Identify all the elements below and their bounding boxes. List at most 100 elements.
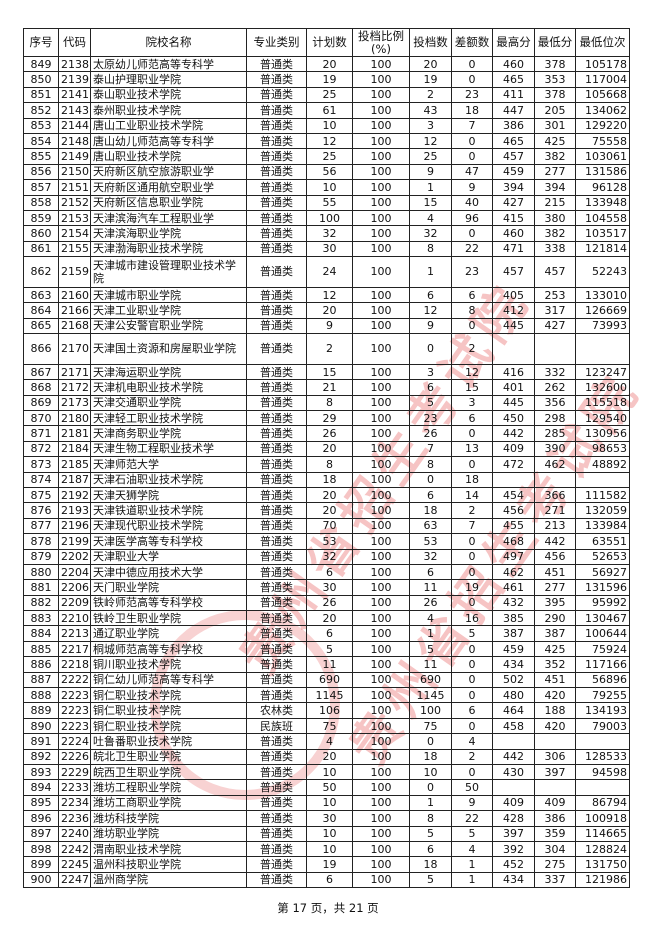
cell-max-score: 460: [492, 225, 535, 242]
table-row: 868 2172 天津机电职业技术学院 普通类 21 100 6 15 401 262 132600: [23, 379, 630, 396]
cell-seq: 878: [23, 533, 59, 550]
cell-min-score: 394: [534, 179, 576, 196]
cell-min-score: 353: [534, 71, 576, 88]
cell-ratio: 100: [352, 640, 410, 658]
cell-admitted-count: 3: [409, 363, 452, 381]
cell-ratio: 100: [352, 333, 410, 365]
cell-school-name: 天津中德应用技术大学: [90, 563, 247, 581]
cell-shortfall: 0: [451, 717, 493, 735]
cell-code: 2233: [58, 779, 91, 796]
cell-school-name: 铁岭卫生职业学院: [90, 610, 247, 627]
table-row: 887 2222 铜仁幼儿师范高等专科学 普通类 690 100 690 0 502 451 568…: [23, 671, 630, 689]
cell-seq: 895: [23, 794, 59, 812]
cell-shortfall: 0: [451, 55, 493, 73]
cell-min-rank: 96128: [575, 179, 630, 196]
cell-plan-count: 6: [306, 563, 353, 581]
cell-ratio: 100: [352, 717, 410, 735]
table-row: 892 2226 皖北卫生职业学院 普通类 20 100 18 2 442 306 128533: [23, 748, 630, 766]
cell-category: 普通类: [246, 625, 307, 642]
cell-seq: 899: [23, 856, 59, 873]
cell-admitted-count: 18: [409, 748, 452, 766]
table-row: 861 2155 天津渤海职业技术学院 普通类 30 100 8 22 471 338 121814: [23, 240, 630, 258]
table-row: 849 2138 太原幼儿师范高等专科学 普通类 20 100 20 0 460 378 10517…: [23, 55, 630, 73]
cell-seq: 880: [23, 563, 59, 581]
cell-shortfall: 6: [451, 702, 493, 719]
cell-min-score: 290: [534, 610, 576, 627]
cell-max-score: 415: [492, 209, 535, 227]
cell-category: 普通类: [246, 763, 307, 781]
cell-admitted-count: 20: [409, 55, 452, 73]
cell-ratio: 100: [352, 671, 410, 689]
cell-code: 2172: [58, 379, 91, 396]
cell-seq: 900: [23, 871, 59, 889]
cell-code: 2141: [58, 86, 91, 104]
cell-admitted-count: 12: [409, 132, 452, 150]
cell-seq: 866: [23, 333, 59, 365]
cell-code: 2180: [58, 410, 91, 427]
cell-shortfall: 8: [451, 302, 493, 319]
table-row: 875 2192 天津天狮学院 普通类 20 100 6 14 454 366 111582: [23, 486, 630, 504]
cell-shortfall: 0: [451, 671, 493, 689]
cell-max-score: 447: [492, 102, 535, 119]
cell-min-rank: 133010: [575, 286, 630, 304]
cell-min-score: 338: [534, 240, 576, 258]
cell-max-score: 465: [492, 132, 535, 150]
table-row: 877 2196 天津现代职业技术学院 普通类 70 100 63 7 455 213 133984: [23, 517, 630, 535]
cell-max-score: 459: [492, 640, 535, 658]
cell-seq: 874: [23, 471, 59, 488]
cell-shortfall: 0: [451, 71, 493, 88]
cell-max-score: 416: [492, 363, 535, 381]
cell-code: 2223: [58, 687, 91, 704]
cell-min-rank: 129220: [575, 117, 630, 134]
admission-table: 序号 代码 院校名称 专业类别 计划数 投档比例(%) 投档数 差额数 最高分 最低分 最低位次 8…: [23, 28, 630, 889]
column-header-min-rank: 最低位次: [575, 28, 630, 57]
cell-seq: 870: [23, 410, 59, 427]
cell-plan-count: 10: [306, 825, 353, 842]
cell-ratio: 100: [352, 825, 410, 842]
cell-code: 2242: [58, 840, 91, 858]
cell-plan-count: 19: [306, 71, 353, 88]
table-row: 889 2223 铜仁职业技术学院 农林类 106 100 100 6 464 188 134193: [23, 702, 630, 719]
cell-code: 2236: [58, 810, 91, 827]
table-row: 897 2240 潍坊职业学院 普通类 10 100 5 5 397 359 114665: [23, 825, 630, 842]
cell-seq: 897: [23, 825, 59, 842]
cell-code: 2139: [58, 71, 91, 88]
table-row: 860 2154 天津滨海职业学院 普通类 32 100 32 0 460 382 103517: [23, 225, 630, 242]
table-row: 882 2209 铁岭师范高等专科学校 普通类 26 100 26 0 432 395 95992: [23, 594, 630, 612]
cell-ratio: 100: [352, 286, 410, 304]
cell-min-rank: 56896: [575, 671, 630, 689]
cell-school-name: 唐山职业技术学院: [90, 148, 247, 165]
cell-min-rank: 133984: [575, 517, 630, 535]
cell-max-score: 442: [492, 748, 535, 766]
cell-seq: 854: [23, 132, 59, 150]
cell-category: 普通类: [246, 86, 307, 104]
cell-category: 普通类: [246, 810, 307, 827]
cell-category: 普通类: [246, 502, 307, 519]
cell-seq: 857: [23, 179, 59, 196]
cell-plan-count: 55: [306, 194, 353, 211]
cell-category: 普通类: [246, 671, 307, 689]
cell-min-rank: 103517: [575, 225, 630, 242]
table-row: 888 2223 铜仁职业技术学院 普通类 1145 100 1145 0 480 420 7925…: [23, 687, 630, 704]
table-row: 866 2170 天津国土资源和房屋职业学院 普通类 2 100 0 2: [23, 333, 630, 365]
cell-category: 普通类: [246, 779, 307, 796]
cell-admitted-count: 0: [409, 733, 452, 750]
cell-max-score: 432: [492, 594, 535, 612]
cell-shortfall: 0: [451, 132, 493, 150]
cell-shortfall: 1: [451, 856, 493, 873]
cell-ratio: 100: [352, 687, 410, 704]
cell-ratio: 100: [352, 194, 410, 211]
cell-ratio: 100: [352, 579, 410, 596]
cell-category: 普通类: [246, 640, 307, 658]
cell-shortfall: 6: [451, 410, 493, 427]
cell-shortfall: 22: [451, 810, 493, 827]
cell-plan-count: 30: [306, 240, 353, 258]
cell-min-rank: 75558: [575, 132, 630, 150]
cell-school-name: 唐山工业职业技术学院: [90, 117, 247, 134]
cell-category: 普通类: [246, 163, 307, 181]
cell-min-rank: 48892: [575, 456, 630, 473]
cell-min-rank: 134062: [575, 102, 630, 119]
cell-seq: 877: [23, 517, 59, 535]
cell-min-score: 205: [534, 102, 576, 119]
cell-category: 普通类: [246, 209, 307, 227]
